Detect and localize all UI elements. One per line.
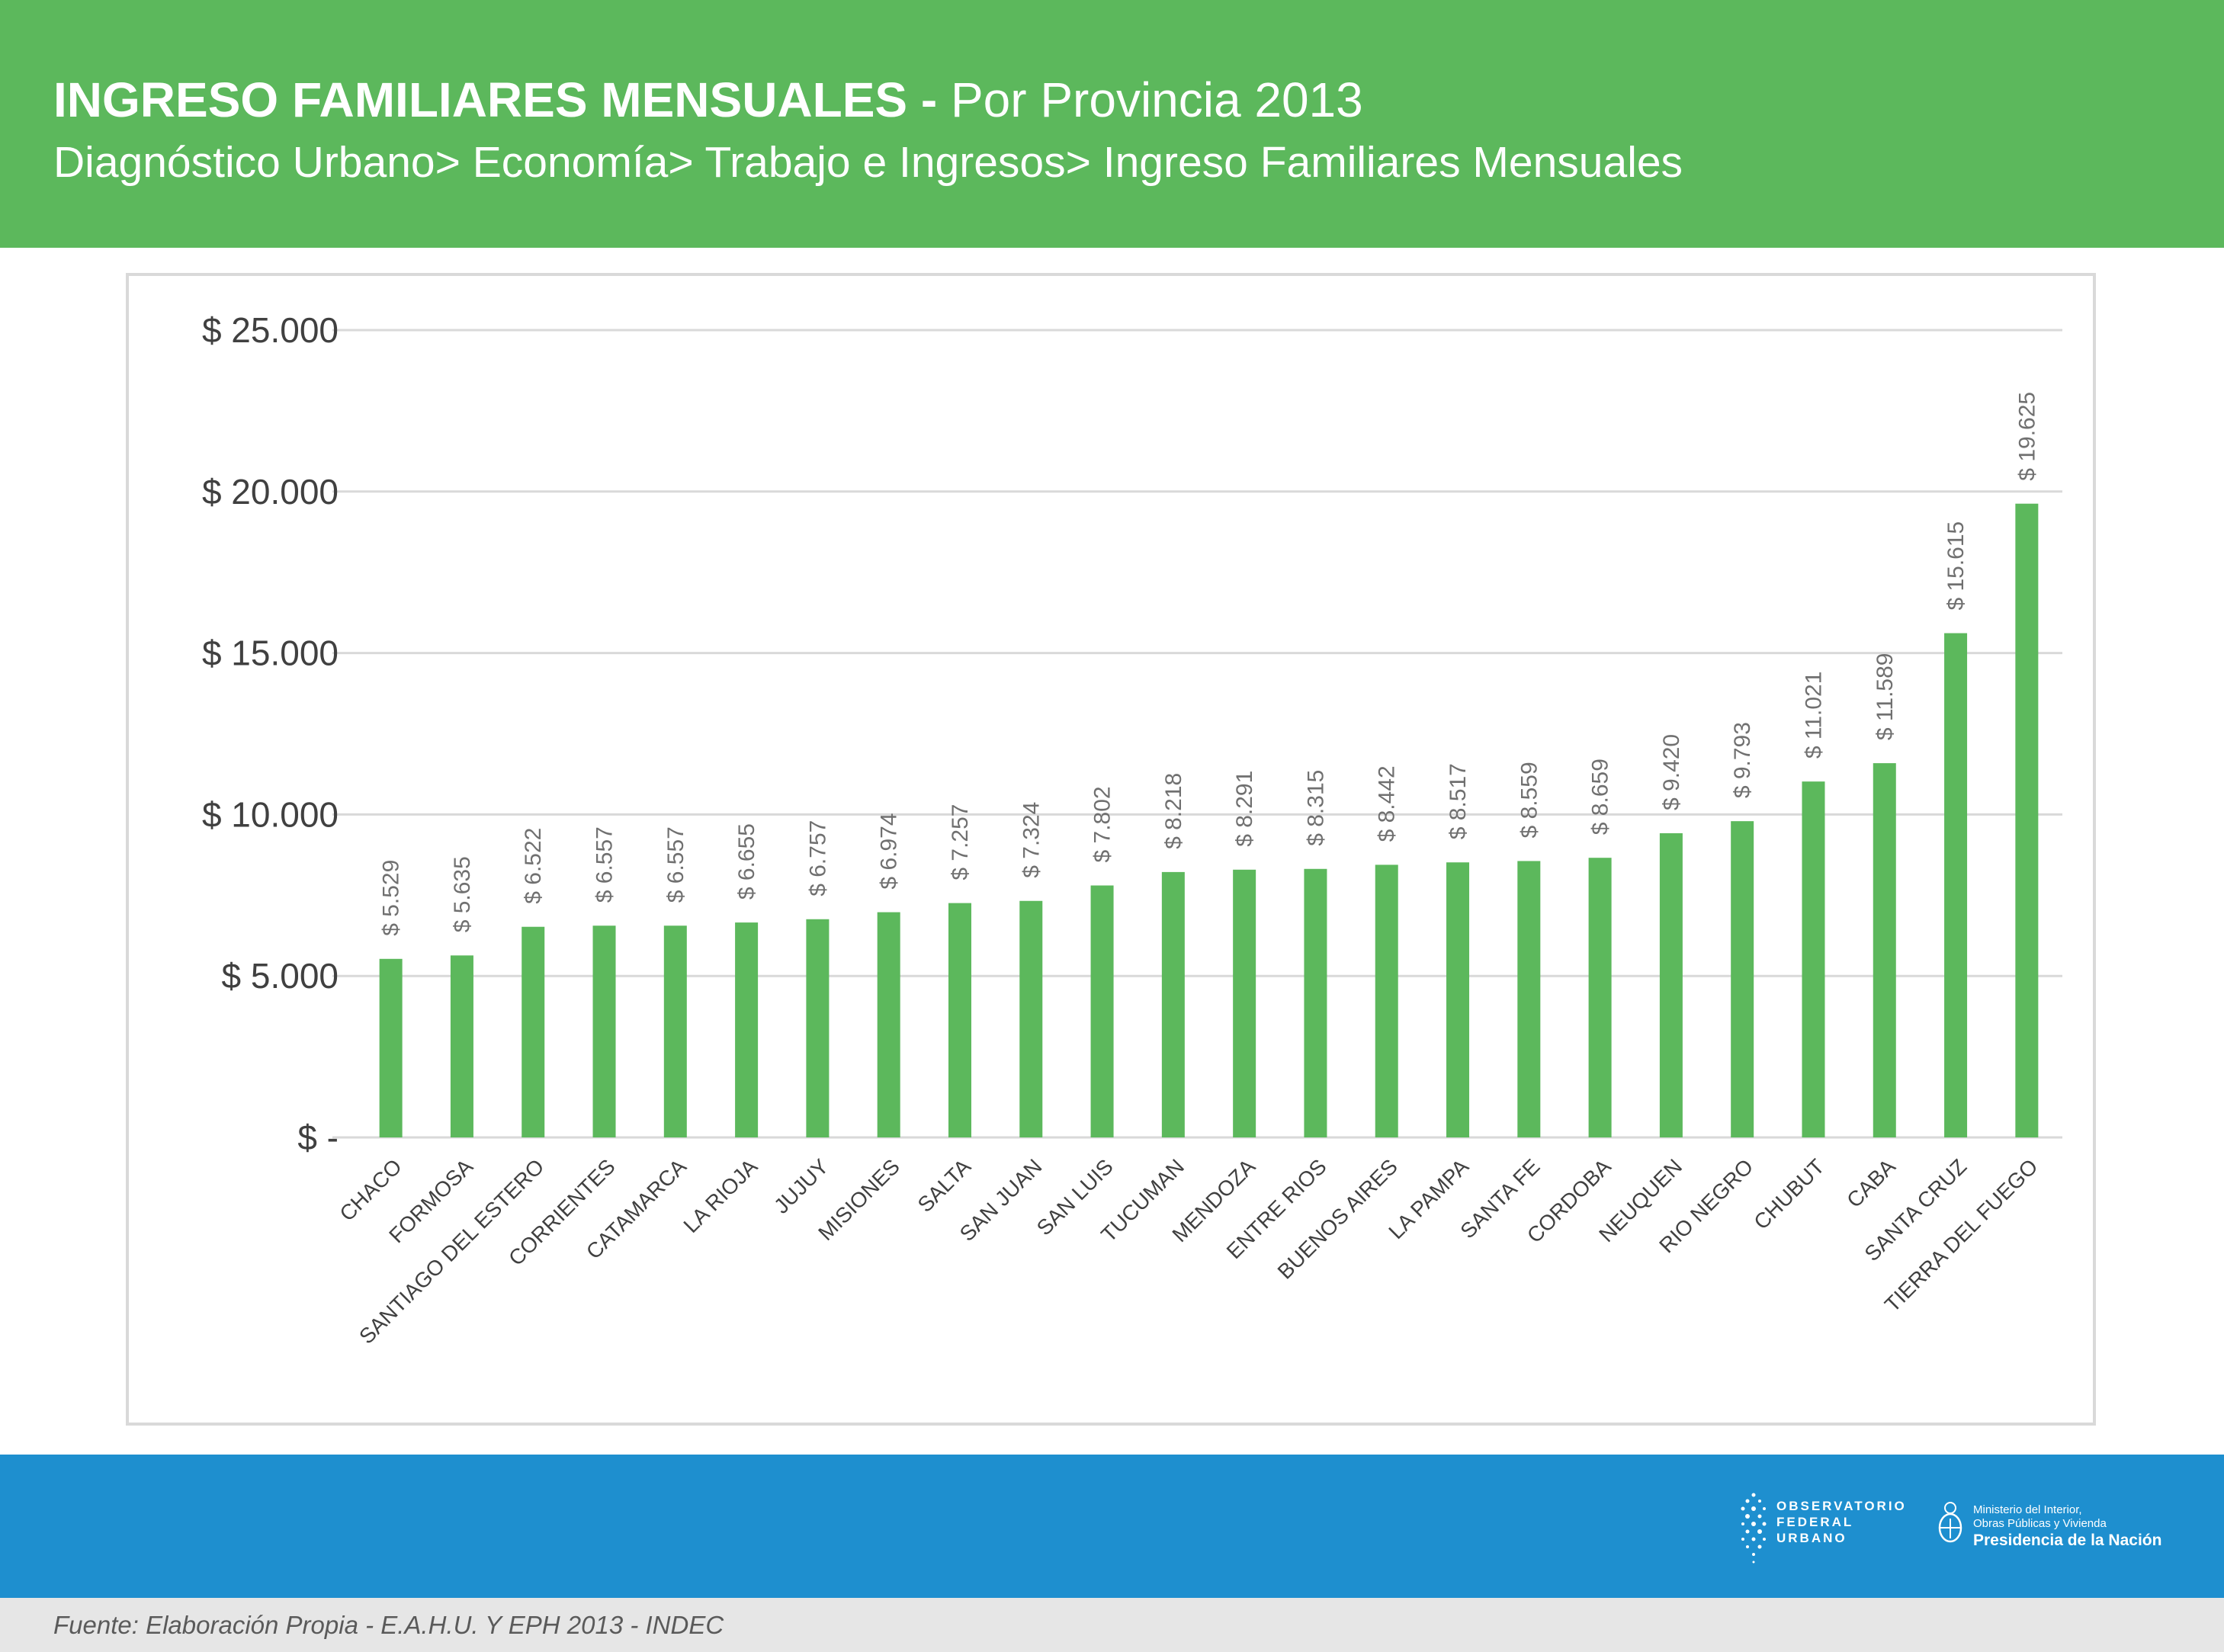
ministry-logo: Ministerio del Interior, Obras Públicas … — [1937, 1500, 2211, 1561]
logo-line-1: OBSERVATORIO — [1776, 1499, 1907, 1513]
bar — [379, 958, 403, 1137]
y-tick-label: $ 5.000 — [222, 956, 339, 996]
data-label: $ 6.522 — [521, 828, 546, 904]
y-tick-label: $ 15.000 — [202, 634, 339, 673]
category-label: CHUBUT — [1749, 1154, 1828, 1233]
data-label: $ 9.420 — [1659, 734, 1684, 810]
ministry-line-3: Presidencia de la Nación — [1973, 1532, 2162, 1549]
bar — [522, 926, 545, 1137]
data-label: $ 6.557 — [592, 826, 618, 903]
header-banner: INGRESO FAMILIARES MENSUALES - Por Provi… — [0, 0, 2224, 248]
bar — [1304, 868, 1327, 1137]
coat-of-arms-icon — [1938, 1502, 1962, 1543]
data-label: $ 15.615 — [1943, 521, 1969, 611]
bar — [1659, 832, 1683, 1137]
chart-panel: $ - $ 5.000 $ 10.000 $ 15.000 $ 20.000 $ 25.0… — [126, 273, 2096, 1426]
data-label: $ 6.557 — [663, 826, 688, 903]
data-label: $ 5.635 — [450, 856, 475, 932]
bar — [1873, 763, 1896, 1137]
category-label: JUJUY — [769, 1154, 833, 1218]
logo-line-3: URBANO — [1776, 1531, 1847, 1545]
footer-band — [0, 1455, 2224, 1598]
data-label: $ 6.974 — [877, 813, 902, 889]
bar — [1019, 900, 1043, 1137]
breadcrumb: Diagnóstico Urbano> Economía> Trabajo e … — [53, 138, 1683, 187]
page-title: INGRESO FAMILIARES MENSUALES - Por Provi… — [53, 70, 1363, 130]
data-label: $ 6.655 — [734, 823, 759, 900]
bar — [1161, 871, 1185, 1137]
data-label: $ 7.257 — [948, 804, 973, 880]
bar — [948, 903, 971, 1137]
category-label: BUENOS AIRES — [1273, 1154, 1402, 1283]
bar-chart: $ - $ 5.000 $ 10.000 $ 15.000 $ 20.000 $ 25.0… — [202, 310, 2062, 1349]
data-label: $ 9.793 — [1730, 722, 1755, 798]
observatorio-logo-text: OBSERVATORIO FEDERAL URBANO — [1776, 1498, 1907, 1546]
y-tick-label: $ - — [297, 1118, 339, 1157]
category-label: LA RIOJA — [679, 1154, 762, 1237]
bar — [1090, 885, 1114, 1137]
observatorio-logo: OBSERVATORIO FEDERAL URBANO — [1738, 1490, 1914, 1567]
data-label: $ 8.218 — [1161, 773, 1186, 849]
data-label: $ 8.442 — [1375, 765, 1400, 842]
bar — [877, 912, 900, 1137]
ministry-line-2: Obras Públicas y Vivienda — [1973, 1517, 2107, 1530]
ministry-text: Ministerio del Interior, Obras Públicas … — [1973, 1503, 2161, 1551]
data-label: $ 11.021 — [1801, 672, 1826, 759]
data-label: $ 5.529 — [379, 860, 404, 936]
data-label: $ 6.757 — [805, 820, 830, 897]
title-main: INGRESO FAMILIARES MENSUALES - — [53, 72, 938, 127]
bar — [1375, 864, 1398, 1137]
source-note: Fuente: Elaboración Propia - E.A.H.U. Y … — [53, 1611, 724, 1639]
dots-logo-icon — [1741, 1493, 1767, 1564]
ministry-line-1: Ministerio del Interior, — [1973, 1503, 2082, 1516]
logo-line-2: FEDERAL — [1776, 1515, 1854, 1529]
source-band: Fuente: Elaboración Propia - E.A.H.U. Y … — [0, 1598, 2224, 1652]
bar — [1944, 633, 1968, 1137]
bar — [1802, 781, 1825, 1137]
data-label: $ 7.802 — [1090, 786, 1115, 862]
bar — [1588, 858, 1612, 1137]
bar — [1731, 821, 1754, 1137]
y-tick-label: $ 20.000 — [202, 472, 339, 512]
category-label: CABA — [1842, 1154, 1900, 1212]
bar — [450, 955, 473, 1137]
data-label: $ 11.589 — [1873, 653, 1898, 741]
bar — [592, 925, 616, 1137]
data-label: $ 7.324 — [1019, 802, 1044, 878]
y-tick-label: $ 25.000 — [202, 310, 339, 350]
bar — [1233, 869, 1256, 1137]
bar — [663, 925, 687, 1137]
data-label: $ 8.291 — [1232, 771, 1257, 847]
category-label: SALTA — [913, 1154, 976, 1217]
y-tick-label: $ 10.000 — [202, 794, 339, 834]
bar — [735, 922, 759, 1137]
category-label: CHACO — [335, 1154, 406, 1225]
data-label: $ 8.559 — [1516, 762, 1542, 838]
bar — [2015, 503, 2039, 1137]
data-label: $ 8.315 — [1303, 770, 1328, 846]
bar — [1446, 862, 1470, 1137]
data-label: $ 19.625 — [2014, 392, 2039, 481]
bar — [806, 919, 830, 1137]
bar — [1517, 861, 1541, 1137]
data-label: $ 8.517 — [1446, 763, 1471, 839]
title-year: Por Provincia 2013 — [950, 72, 1363, 127]
data-label: $ 8.659 — [1588, 759, 1613, 835]
